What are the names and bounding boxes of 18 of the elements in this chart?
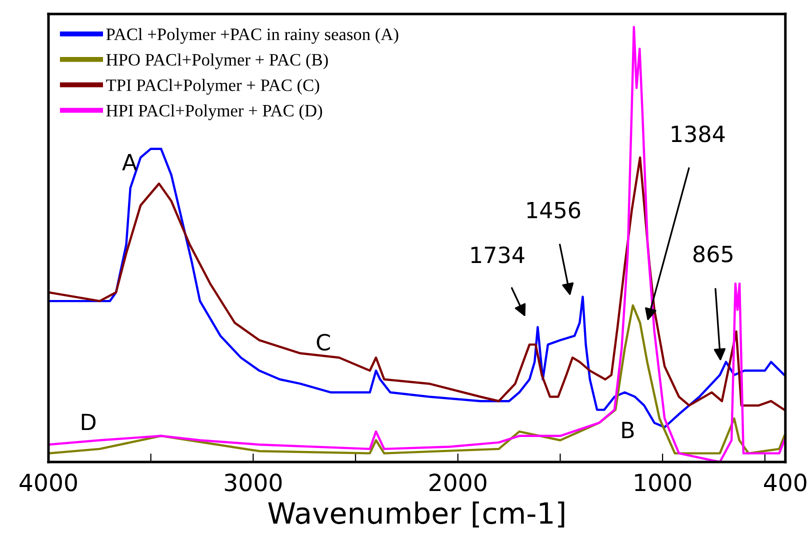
x-tick-label: 2000 <box>430 474 486 492</box>
x-tick-label: 400 <box>764 474 806 492</box>
x-tick-label: 3000 <box>224 474 282 492</box>
x-tick-label: 1000 <box>635 474 692 492</box>
annotation: B <box>622 422 634 438</box>
legend-label: PACl +Polymer +PAC in rainy season (A) <box>106 28 398 44</box>
annotation: C <box>316 334 330 351</box>
legend-label: HPO PACl+Polymer + PAC (B) <box>106 53 328 70</box>
annotation: D <box>82 414 96 430</box>
x-tick-label: 4000 <box>20 474 77 492</box>
annotation: 865 <box>693 246 732 262</box>
annotation: 1384 <box>672 125 725 142</box>
annotation: 1456 <box>527 202 580 218</box>
x-axis-title: Wavenumber [cm-1] <box>268 502 564 528</box>
annotation: 1734 <box>471 246 524 264</box>
legend-label: TPI PACl+Polymer + PAC (C) <box>106 78 320 95</box>
legend-label: HPI PACl+Polymer + PAC (D) <box>106 104 322 120</box>
annotation: A <box>122 154 137 170</box>
